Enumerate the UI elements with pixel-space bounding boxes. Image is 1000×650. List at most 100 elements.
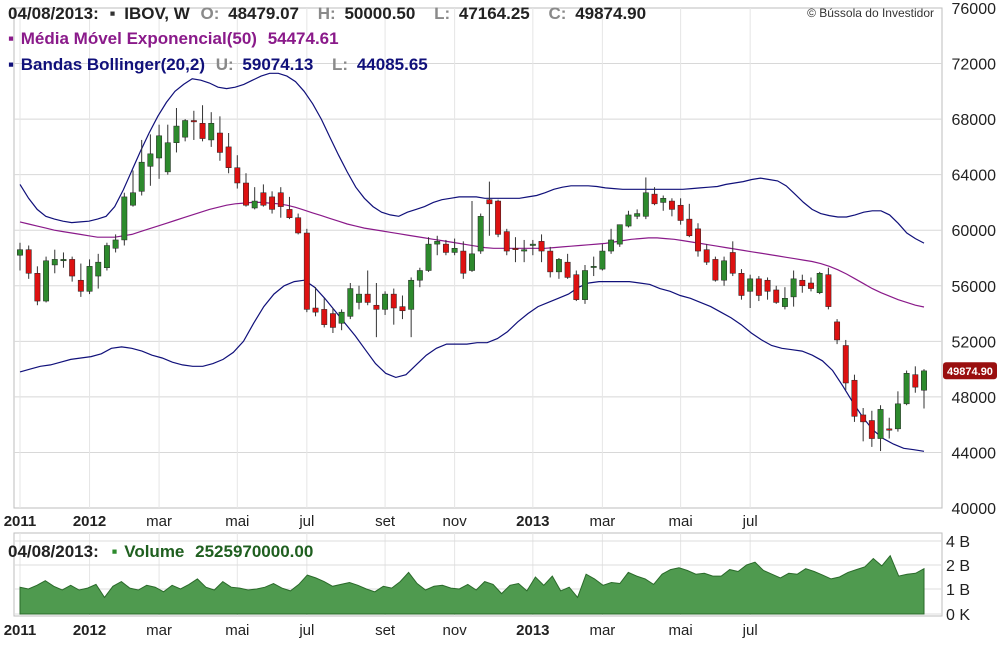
candle — [695, 223, 701, 257]
candle-body-up — [112, 239, 119, 249]
candle-body-down — [34, 273, 41, 302]
candle — [295, 213, 302, 235]
candle — [460, 241, 467, 279]
candle-body-down — [399, 306, 406, 312]
candle — [190, 110, 197, 140]
volume-marker-icon: ▪ — [111, 542, 117, 561]
candle — [564, 253, 571, 279]
candle — [573, 270, 580, 302]
candle-body-up — [43, 260, 50, 302]
bollinger-bands — [19, 72, 925, 452]
bb-marker-icon: ▪ — [8, 55, 14, 74]
candle-body-down — [573, 274, 580, 300]
candle — [738, 269, 745, 300]
candle — [712, 256, 719, 282]
candle — [51, 249, 58, 274]
x-tick-label: nov — [443, 513, 468, 530]
candle — [469, 201, 475, 272]
candle-body-up — [182, 120, 189, 138]
x-tick-label: mai — [669, 513, 693, 530]
candle-body-down — [199, 123, 206, 139]
candle-body-up — [469, 253, 475, 271]
x-tick-label: mai — [225, 513, 249, 530]
candle-body-up — [251, 200, 258, 209]
bb-lower-value: 44085.65 — [357, 55, 428, 74]
candle — [364, 270, 371, 306]
candle-body-up — [425, 243, 432, 271]
x-tick-label: jul — [298, 513, 314, 530]
candle — [608, 228, 615, 254]
candle-body-down — [77, 279, 84, 292]
svg-text:04/08/2013: ▪ IBOV, W: 04/08/2013: ▪ IBOV, W O: 48479.07 H: 500… — [8, 4, 646, 23]
candle-body-down — [868, 420, 875, 439]
candle-body-up — [208, 123, 215, 141]
x-tick-label: jul — [742, 513, 758, 530]
candle-body-down — [190, 120, 197, 123]
candlesticks — [17, 105, 927, 452]
candle — [382, 291, 389, 315]
candle — [173, 108, 180, 153]
candle-body-down — [295, 217, 302, 234]
candle-body-up — [86, 266, 93, 292]
candle — [86, 259, 93, 295]
candle — [477, 213, 484, 254]
x-tick-label: 2011 — [4, 513, 37, 530]
candle — [808, 277, 814, 292]
candle-body-down — [25, 249, 32, 274]
volume-area-fill — [19, 554, 925, 615]
candle-body-down — [842, 345, 849, 384]
candle — [277, 187, 284, 218]
candle — [269, 191, 276, 214]
candle-body-down — [286, 209, 293, 218]
candle — [208, 112, 215, 147]
candle-body-down — [460, 250, 467, 274]
volume-x-tick-label: 2013 — [516, 622, 549, 639]
candle-body-up — [95, 261, 102, 277]
candle — [329, 308, 336, 333]
candle-body-down — [442, 243, 449, 253]
candle-body-down — [764, 279, 771, 292]
candle — [703, 244, 710, 265]
candle-body-up — [147, 153, 154, 167]
candle-body-down — [312, 307, 319, 313]
candle-body-up — [138, 161, 145, 192]
candle-body-down — [243, 182, 249, 206]
ema-label: Média Móvel Exponencial(50) — [21, 29, 257, 48]
candle — [347, 283, 354, 320]
candle-body-down — [851, 379, 858, 417]
candle-body-down — [799, 279, 806, 287]
x-tick-label: 2013 — [516, 513, 549, 530]
candle-body-down — [860, 414, 867, 423]
volume-area — [19, 554, 925, 615]
candle-body-up — [451, 248, 458, 253]
candle — [651, 187, 658, 206]
candle — [130, 170, 136, 207]
candle — [408, 277, 415, 338]
header-low-value: 47164.25 — [459, 4, 530, 23]
candle-body-up — [347, 288, 354, 317]
candle-body-up — [434, 241, 441, 245]
volume-x-tick-label: jul — [298, 622, 314, 639]
candle — [834, 319, 841, 345]
candle-body-down — [886, 428, 893, 431]
candle — [921, 369, 927, 409]
candle — [590, 256, 597, 277]
candle — [69, 256, 76, 282]
candle-body-down — [677, 204, 684, 221]
candle — [260, 184, 267, 207]
candle-body-up — [60, 259, 67, 262]
candle-body-up — [790, 278, 797, 298]
candle-body-down — [495, 200, 502, 235]
candle-body-down — [834, 321, 841, 341]
candle-body-up — [599, 250, 606, 270]
candle — [512, 237, 519, 263]
candle-body-up — [590, 266, 597, 268]
candle — [164, 124, 171, 175]
candle-body-down — [390, 293, 397, 309]
candle — [729, 241, 736, 277]
candle-body-down — [729, 252, 736, 274]
candle — [503, 228, 510, 256]
candle — [764, 277, 771, 300]
